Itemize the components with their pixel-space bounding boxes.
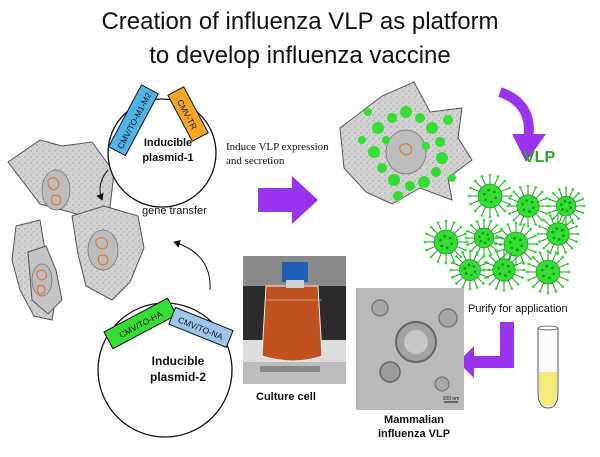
- vlp-particle: [468, 174, 513, 219]
- plasmid-1-name-line-1: Inducible: [144, 137, 192, 149]
- purify-arrow: [458, 322, 514, 378]
- vlp-dot: [422, 142, 430, 150]
- vlp-particle: [483, 249, 526, 292]
- vlp-dot: [448, 174, 456, 182]
- expressing-cell: [340, 82, 472, 204]
- mammalian-label-line-2: influenza VLP: [364, 428, 464, 440]
- purify-label: Purify for application: [468, 303, 568, 315]
- nucleus: [42, 170, 70, 210]
- vlp-dot: [377, 163, 387, 173]
- culture-cell-photo: [243, 256, 346, 384]
- vlp-dot: [372, 122, 384, 134]
- vlp-dot: [443, 115, 453, 125]
- vlp-dot: [387, 113, 397, 123]
- sample-tube: [538, 326, 558, 408]
- vlp-dot: [388, 174, 400, 186]
- induce-arrow: [258, 176, 318, 224]
- vlp-dot: [405, 181, 415, 191]
- plasmid-2-transfer-arrow: [174, 242, 210, 290]
- plasmid-1-name-line-2: plasmid-1: [142, 152, 193, 164]
- vlp-dot: [431, 167, 441, 177]
- vlp-dot: [436, 152, 448, 164]
- culture-cell-label: Culture cell: [256, 391, 316, 403]
- mammalian-label-line-1: Mammalian: [384, 414, 444, 426]
- vlp-particle: [526, 250, 571, 295]
- nucleus: [88, 230, 118, 270]
- plasmid-1: CMV/TO-M1-M2 CMV-TR Inducible plasmid-1: [108, 85, 216, 207]
- induce-label-line-2: and secretion: [226, 155, 284, 167]
- gene-transfer-label: gene transfer: [142, 205, 207, 217]
- plasmid-2-name-line-1: Inducible: [152, 354, 205, 368]
- induce-label-line-1: Induce VLP expression: [226, 141, 329, 153]
- plasmid-2-name-line-2: plasmid-2: [150, 370, 206, 384]
- vlp-dot: [418, 176, 430, 188]
- vlp-dot: [435, 137, 445, 147]
- vlp-dot: [368, 146, 380, 158]
- vlp-dot: [415, 113, 425, 123]
- vlp-dot: [400, 106, 412, 118]
- plasmid-2: CMV/TO-HA CMV/TO-NA Inducible plasmid-2: [98, 298, 233, 437]
- electron-micrograph: 100 nm: [356, 288, 464, 410]
- vlp-dot: [426, 122, 438, 134]
- vlp-dot: [358, 136, 366, 144]
- vlp-dot: [382, 136, 390, 144]
- vlp-dot: [364, 108, 372, 116]
- scale-bar-label: 100 nm: [443, 396, 460, 402]
- vlp-label: VLP: [524, 149, 555, 167]
- vlp-particle: [507, 185, 550, 228]
- vlp-particle: [537, 213, 580, 256]
- vlp-dot: [393, 191, 403, 201]
- nucleus: [386, 130, 426, 174]
- vlp-particle: [424, 220, 469, 265]
